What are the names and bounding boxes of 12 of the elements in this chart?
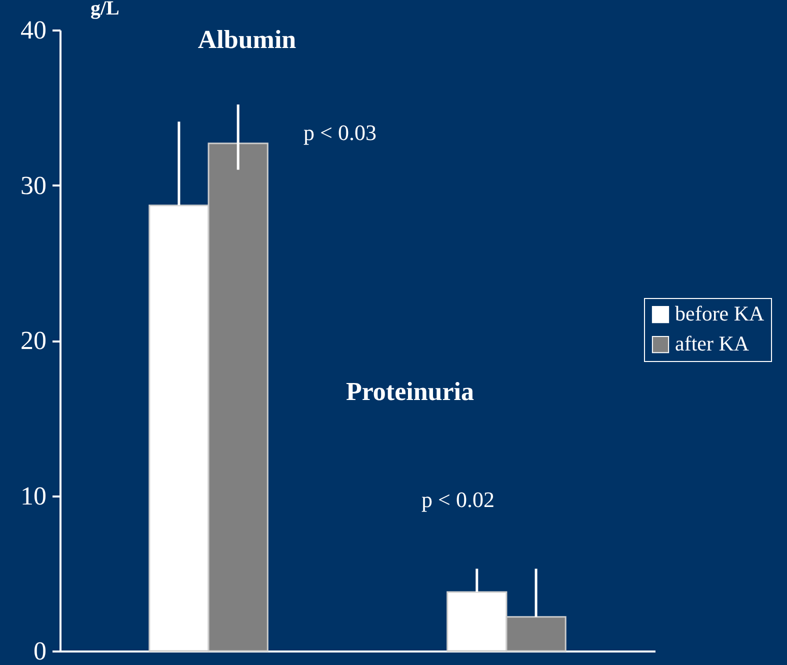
- annotation: p < 0.02: [422, 487, 494, 512]
- y-tick-label: 0: [34, 636, 46, 665]
- y-axis-title: g/L: [90, 0, 120, 20]
- y-tick-label: 40: [20, 16, 46, 44]
- y-tick-label: 20: [20, 326, 46, 355]
- y-tick-label: 10: [20, 481, 46, 510]
- y-tick-label: 30: [20, 170, 46, 200]
- legend-label: before KA: [675, 302, 766, 326]
- legend-label: after KA: [675, 332, 750, 356]
- annotation: p < 0.03: [304, 120, 376, 145]
- annotation: Albumin: [198, 25, 297, 54]
- annotation: Proteinuria: [346, 377, 474, 406]
